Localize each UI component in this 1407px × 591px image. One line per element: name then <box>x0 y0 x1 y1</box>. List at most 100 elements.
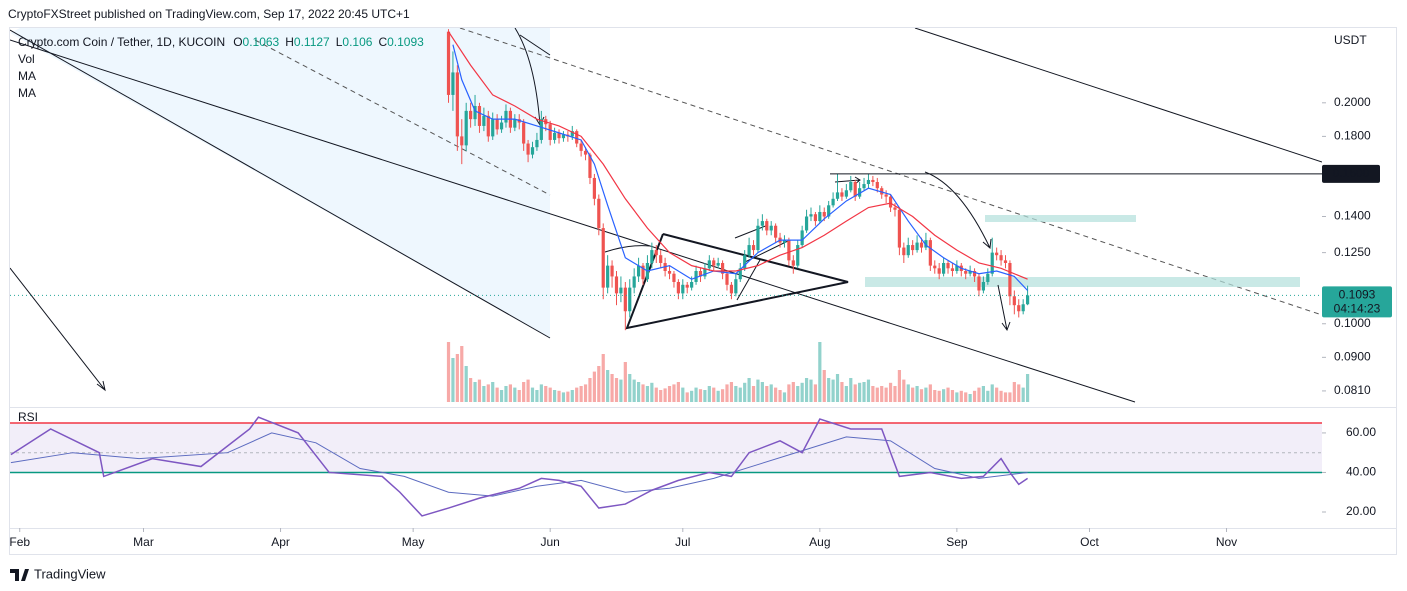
footer-brand: TradingView <box>34 566 106 581</box>
volume-bar <box>698 389 703 402</box>
attribution: CryptoFXStreet published on TradingView.… <box>8 7 410 21</box>
zone <box>985 215 1136 222</box>
volume-bar <box>871 386 875 402</box>
candle-body <box>526 143 530 155</box>
volume-bar <box>791 382 795 402</box>
volume-bar <box>469 378 473 402</box>
candle-body <box>849 182 853 191</box>
volume-bar <box>986 390 990 402</box>
volume-bar <box>592 371 596 402</box>
candle-body <box>774 225 778 238</box>
rsi-title: RSI <box>18 410 38 424</box>
volume-bar <box>720 389 725 402</box>
volume-bar <box>588 378 592 402</box>
candle-body <box>632 276 636 288</box>
candle-body <box>990 252 994 274</box>
last-price-label: 0.1093 <box>1339 288 1376 302</box>
rsi-band <box>10 423 1322 473</box>
volume-bar <box>676 382 680 402</box>
candle-body <box>862 184 866 189</box>
volume-bar <box>760 382 764 402</box>
candle-body <box>628 287 632 312</box>
volume-bar <box>880 386 884 402</box>
volume-bar <box>491 382 495 402</box>
volume-bar <box>535 390 539 402</box>
volume-bar <box>968 394 972 402</box>
dashed-line <box>254 39 551 196</box>
candle-body <box>955 265 959 271</box>
volume-bar <box>995 387 999 402</box>
volume-bar <box>482 386 486 402</box>
volume-bar <box>703 390 707 402</box>
volume-bar <box>495 387 499 402</box>
candle-body <box>734 279 738 294</box>
arrow <box>519 34 551 56</box>
legend-vol: Vol <box>18 52 35 66</box>
volume-bar <box>906 384 910 402</box>
price-line-label: 0.1600 <box>1333 166 1370 180</box>
candle-body <box>937 268 941 274</box>
candle-body <box>504 110 508 123</box>
volume-bar <box>924 387 928 402</box>
candle-body <box>548 124 552 140</box>
candle-body <box>455 72 459 137</box>
volume-bar <box>451 358 455 402</box>
volume-bar <box>725 384 729 402</box>
candle-body <box>915 242 919 251</box>
volume-bar <box>601 354 605 402</box>
candle-body <box>720 262 725 274</box>
ohlc-value: 0.1063 <box>243 35 280 49</box>
volume-bar <box>1008 392 1012 402</box>
volume-bar <box>827 378 831 402</box>
volume-bar <box>977 387 981 402</box>
volume-bar <box>566 391 570 402</box>
candle-body <box>911 245 915 251</box>
volume-bar <box>831 379 835 402</box>
x-tick-label: Nov <box>1216 535 1237 549</box>
ohlc-label: O <box>233 35 242 49</box>
candle-body <box>623 287 627 312</box>
volume-bar <box>455 354 459 402</box>
volume-bar <box>641 384 645 402</box>
candle-body <box>477 106 482 126</box>
volume-bar <box>499 390 504 402</box>
volume-bar <box>654 387 658 402</box>
volume-bar <box>888 382 893 402</box>
volume-bar <box>800 382 804 402</box>
candle-body <box>769 225 773 231</box>
candle-body <box>791 260 795 266</box>
logo: TradingView <box>10 566 106 581</box>
candle-body <box>583 150 588 155</box>
volume-bar <box>729 382 734 402</box>
candle-body <box>743 255 747 269</box>
zone <box>865 277 1300 287</box>
candle-body <box>539 119 543 140</box>
candle-body <box>716 262 720 266</box>
candle-body <box>800 230 804 246</box>
volume-bar <box>959 390 963 402</box>
candle-body <box>712 260 716 266</box>
x-tick-label: Apr <box>271 535 290 549</box>
candle-body <box>614 276 619 294</box>
candle-body <box>473 106 477 120</box>
volume-bar <box>460 346 464 402</box>
candle-body <box>495 119 499 130</box>
volume-bar <box>933 390 937 402</box>
candle-body <box>592 177 596 199</box>
candle-body <box>1017 305 1021 312</box>
volume-bar <box>946 387 950 402</box>
volume-bar <box>716 390 720 402</box>
candle-body <box>893 207 897 210</box>
moving-average <box>448 31 1028 280</box>
volume-bar <box>690 390 694 402</box>
candle-body <box>756 225 760 251</box>
volume-bar <box>636 382 641 402</box>
volume-bar <box>539 384 543 402</box>
candle-body <box>685 284 689 288</box>
volume-bar <box>769 384 773 402</box>
candle-body <box>946 262 950 269</box>
candle-body <box>968 270 972 274</box>
arrow <box>924 171 992 249</box>
candle-body <box>827 205 831 217</box>
